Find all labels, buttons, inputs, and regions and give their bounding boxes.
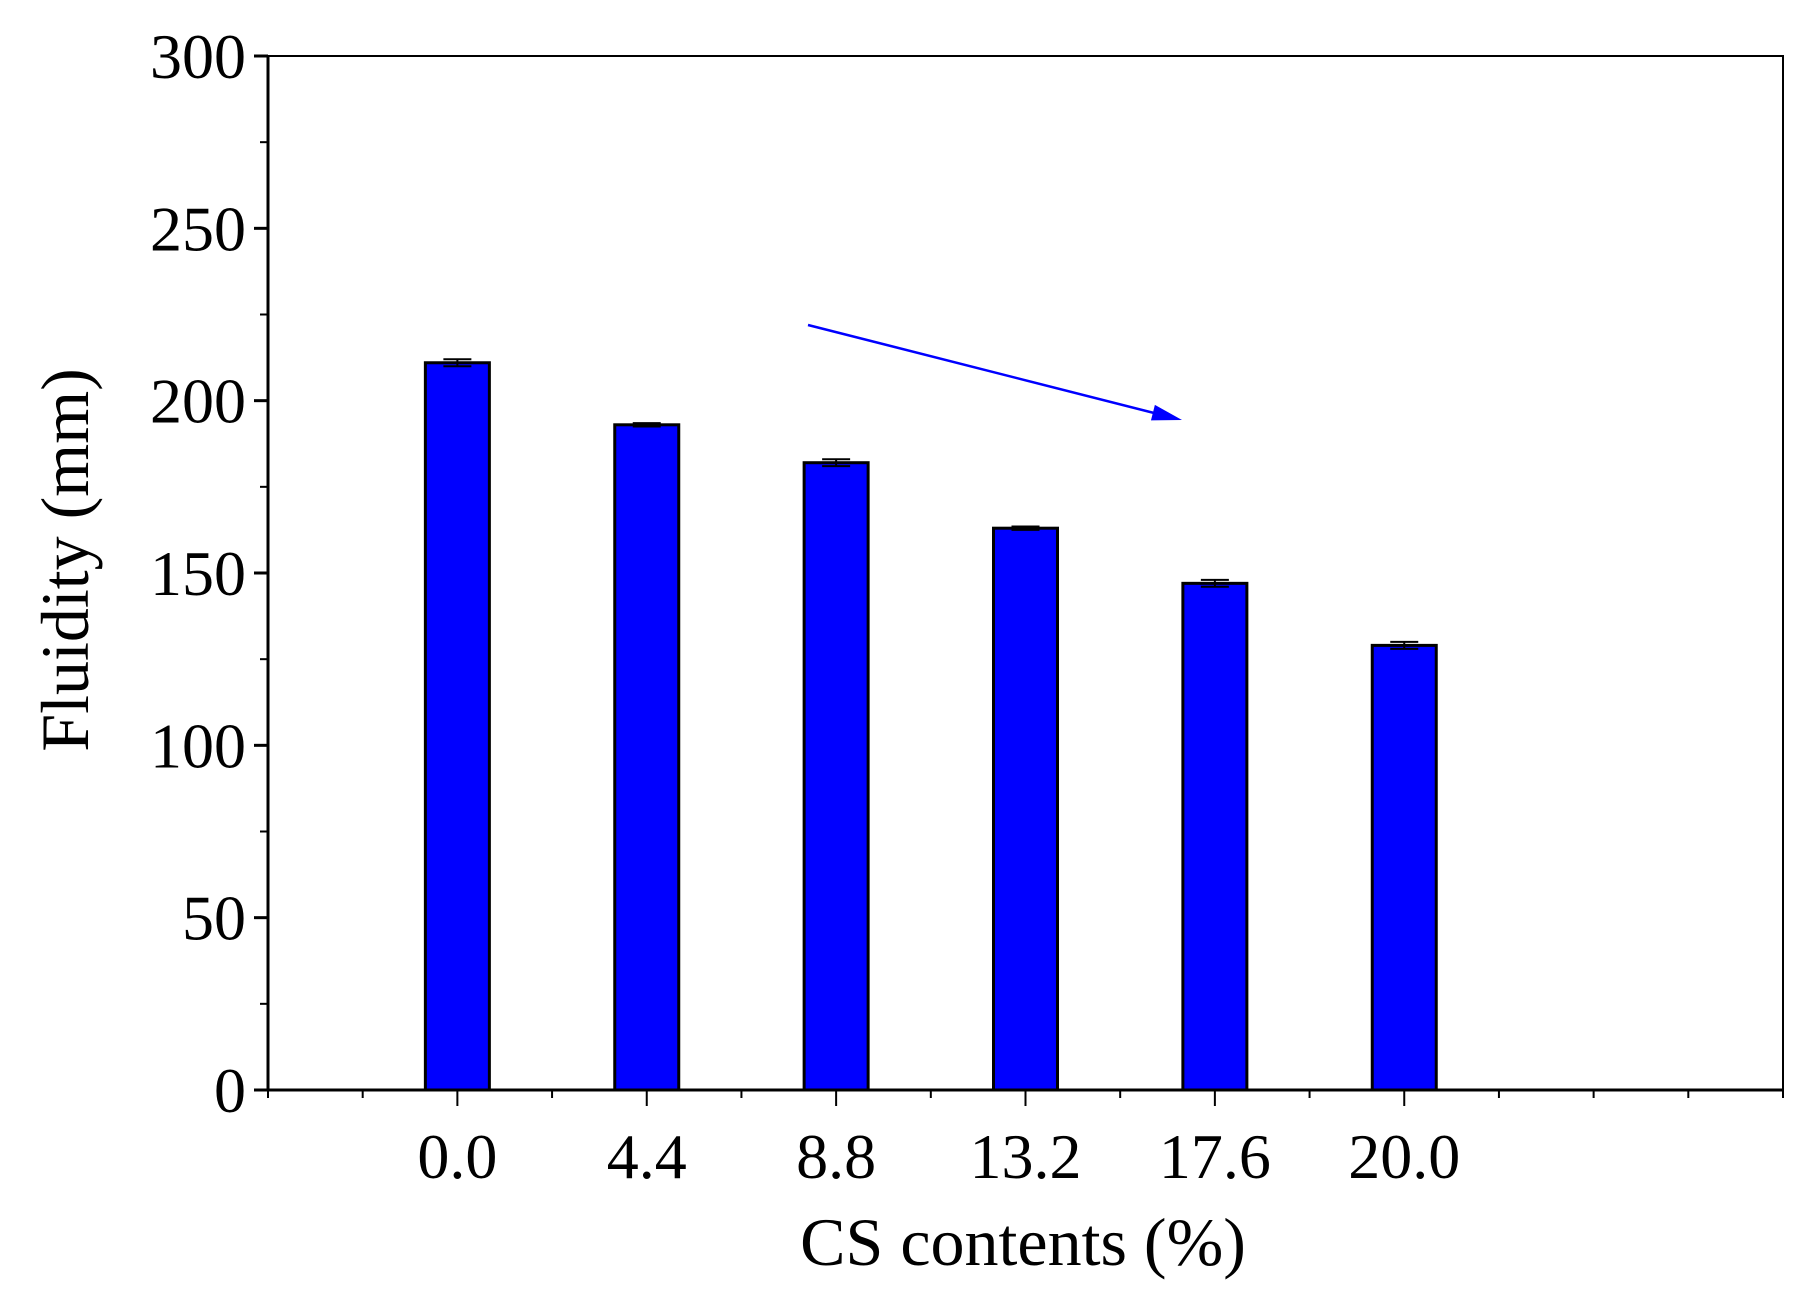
bar [423, 361, 491, 1092]
bar [1370, 643, 1438, 1092]
bar [802, 461, 870, 1092]
y-axis-ticks: 0 50 100 150 200 250 300 [150, 21, 268, 1126]
trend-arrow-shaft [807, 323, 1161, 416]
y-tick-label: 200 [150, 366, 246, 437]
y-tick-label: 0 [214, 1055, 246, 1126]
x-tick-label: 13.2 [970, 1121, 1082, 1192]
y-tick-label: 100 [150, 710, 246, 781]
trend-arrow-annotation [807, 323, 1182, 421]
y-tick-label: 150 [150, 538, 246, 609]
x-axis-title: CS contents (%) [800, 1204, 1246, 1280]
error-bars-layer [443, 358, 1419, 650]
bars-layer [423, 361, 1438, 1092]
y-axis-title: Fluidity (mm) [27, 368, 103, 751]
x-tick-label: 20.0 [1348, 1121, 1460, 1192]
bar [1181, 581, 1249, 1092]
x-tick-label: 8.8 [796, 1121, 876, 1192]
y-tick-label: 50 [182, 883, 246, 954]
trend-arrow-head [1150, 404, 1182, 421]
x-tick-label: 4.4 [607, 1121, 687, 1192]
bar [992, 526, 1059, 1092]
x-axis-ticks: 0.0 4.4 8.8 13.2 17.6 20.0 [267, 1090, 1784, 1192]
x-tick-label: 0.0 [417, 1121, 497, 1192]
y-tick-label: 250 [150, 193, 246, 264]
bar [613, 423, 681, 1092]
x-tick-label: 17.6 [1159, 1121, 1271, 1192]
y-tick-label: 300 [150, 21, 246, 92]
